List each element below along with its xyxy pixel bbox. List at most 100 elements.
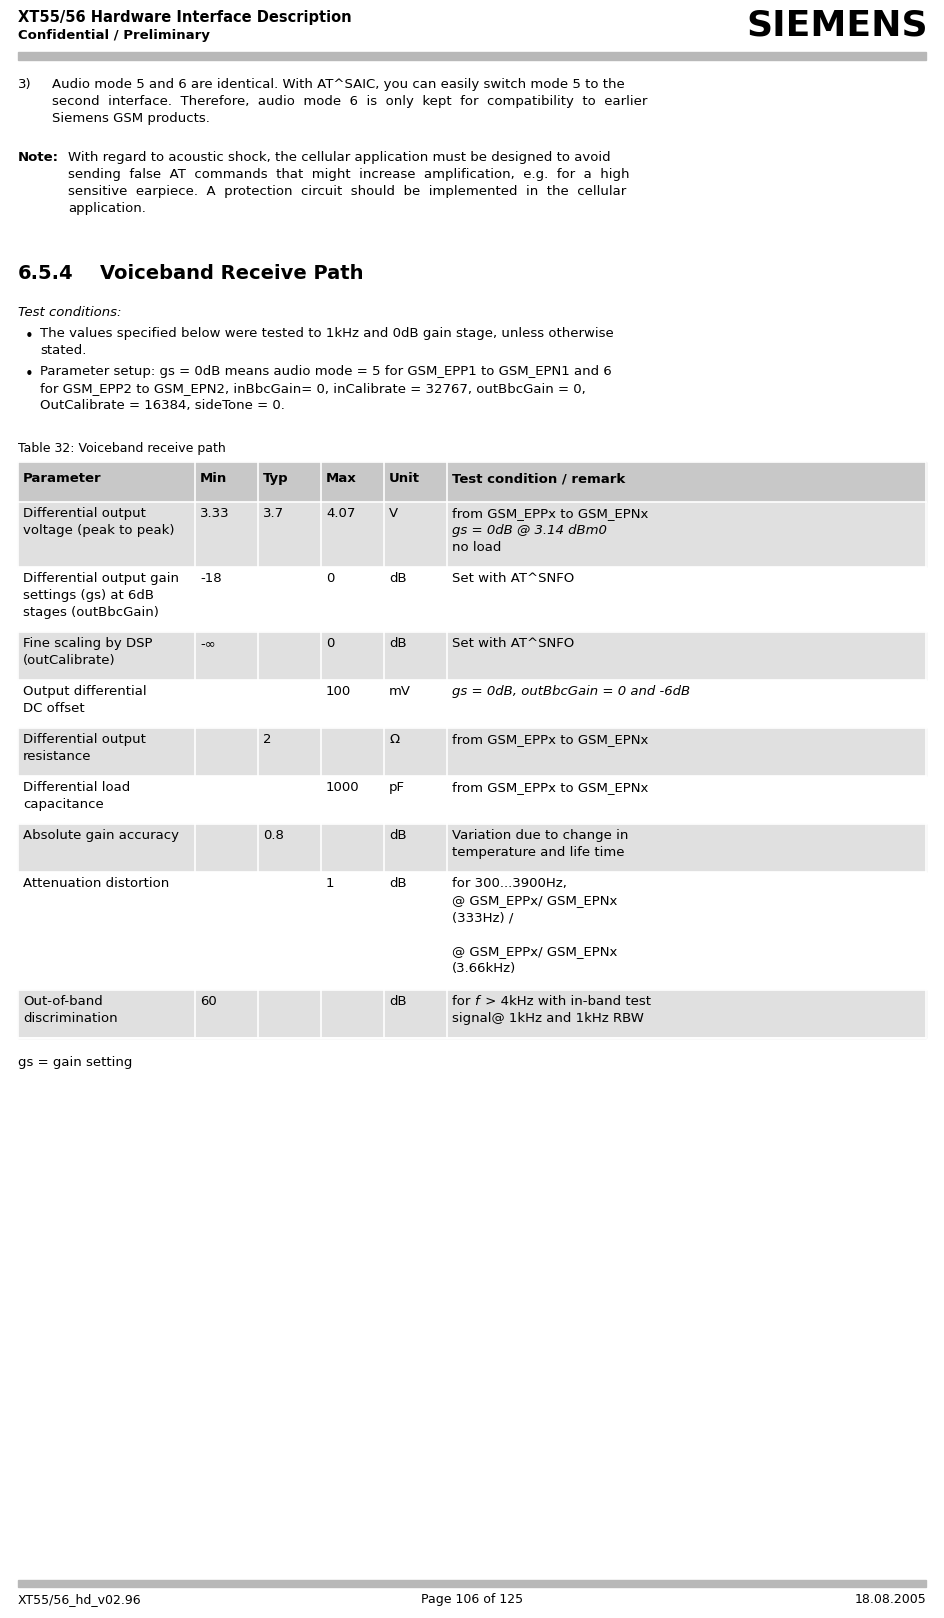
Text: Absolute gain accuracy: Absolute gain accuracy [23, 828, 179, 841]
Text: XT55/56 Hardware Interface Description: XT55/56 Hardware Interface Description [18, 10, 351, 24]
Text: 2: 2 [263, 733, 272, 746]
Text: from GSM_EPPx to GSM_EPNx: from GSM_EPPx to GSM_EPNx [452, 506, 649, 519]
Text: Max: Max [326, 472, 357, 485]
Bar [18, 52, 926, 60]
Text: signal@ 1kHz and 1kHz RBW: signal@ 1kHz and 1kHz RBW [452, 1011, 644, 1024]
Text: Audio mode 5 and 6 are identical. With AT^SAIC, you can easily switch mode 5 to : Audio mode 5 and 6 are identical. With A… [52, 78, 625, 91]
Text: Set with AT^SNFO: Set with AT^SNFO [452, 573, 574, 586]
Text: stated.: stated. [40, 345, 86, 358]
Bar [18, 728, 926, 777]
Text: from GSM_EPPx to GSM_EPNx: from GSM_EPPx to GSM_EPNx [452, 781, 649, 794]
Bar [18, 502, 926, 566]
Text: •: • [25, 328, 34, 345]
Text: dB: dB [389, 637, 407, 650]
Text: resistance: resistance [23, 751, 92, 764]
Text: gs = 0dB @ 3.14 dBm0: gs = 0dB @ 3.14 dBm0 [452, 524, 607, 537]
Text: Output differential: Output differential [23, 684, 146, 697]
Text: Note:: Note: [18, 150, 59, 163]
Text: for 300...3900Hz,: for 300...3900Hz, [452, 877, 567, 890]
Text: mV: mV [389, 684, 411, 697]
Text: 0.8: 0.8 [263, 828, 284, 841]
Text: no load: no load [452, 540, 501, 553]
Text: capacitance: capacitance [23, 798, 104, 811]
Text: Fine scaling by DSP: Fine scaling by DSP [23, 637, 153, 650]
Text: Out-of-band: Out-of-band [23, 995, 103, 1008]
Text: 3): 3) [18, 78, 32, 91]
Text: second  interface.  Therefore,  audio  mode  6  is  only  kept  for  compatibili: second interface. Therefore, audio mode … [52, 95, 648, 108]
Text: dB: dB [389, 877, 407, 890]
Text: Typ: Typ [263, 472, 289, 485]
Text: DC offset: DC offset [23, 702, 85, 715]
Text: Differential output: Differential output [23, 733, 146, 746]
Text: 60: 60 [200, 995, 217, 1008]
Text: 6.5.4: 6.5.4 [18, 264, 74, 283]
Text: Unit: Unit [389, 472, 420, 485]
Text: The values specified below were tested to 1kHz and 0dB gain stage, unless otherw: The values specified below were tested t… [40, 327, 614, 340]
Text: •: • [25, 367, 34, 382]
Text: @ GSM_EPPx/ GSM_EPNx: @ GSM_EPPx/ GSM_EPNx [452, 895, 617, 908]
Text: Page 106 of 125: Page 106 of 125 [421, 1594, 523, 1607]
Bar [18, 633, 926, 680]
Text: settings (gs) at 6dB: settings (gs) at 6dB [23, 589, 154, 602]
Text: application.: application. [68, 202, 146, 215]
Text: Test conditions:: Test conditions: [18, 306, 122, 319]
Text: 4.07: 4.07 [326, 506, 355, 519]
Text: SIEMENS: SIEMENS [747, 8, 928, 42]
Text: Test condition / remark: Test condition / remark [452, 472, 625, 485]
Text: Variation due to change in: Variation due to change in [452, 828, 629, 841]
Text: Parameter: Parameter [23, 472, 102, 485]
Text: dB: dB [389, 995, 407, 1008]
Text: V: V [389, 506, 398, 519]
Text: Min: Min [200, 472, 228, 485]
Text: -∞: -∞ [200, 637, 216, 650]
Text: sending  false  AT  commands  that  might  increase  amplification,  e.g.  for  : sending false AT commands that might inc… [68, 168, 630, 181]
Text: 0: 0 [326, 637, 334, 650]
Bar [18, 990, 926, 1039]
Text: Differential output: Differential output [23, 506, 146, 519]
Bar [18, 680, 926, 728]
Text: dB: dB [389, 828, 407, 841]
Text: Siemens GSM products.: Siemens GSM products. [52, 112, 210, 125]
Bar [18, 463, 926, 502]
Text: 0: 0 [326, 573, 334, 586]
Text: (3.66kHz): (3.66kHz) [452, 963, 516, 976]
Text: > 4kHz with in-band test: > 4kHz with in-band test [481, 995, 651, 1008]
Bar [18, 824, 926, 872]
Text: Table 32: Voiceband receive path: Table 32: Voiceband receive path [18, 442, 226, 455]
Text: discrimination: discrimination [23, 1011, 118, 1024]
Text: With regard to acoustic shock, the cellular application must be designed to avoi: With regard to acoustic shock, the cellu… [68, 150, 611, 163]
Text: stages (outBbcGain): stages (outBbcGain) [23, 607, 159, 620]
Text: Ω: Ω [389, 733, 399, 746]
Text: from GSM_EPPx to GSM_EPNx: from GSM_EPPx to GSM_EPNx [452, 733, 649, 746]
Text: gs = 0dB, outBbcGain = 0 and -6dB: gs = 0dB, outBbcGain = 0 and -6dB [452, 684, 690, 697]
Text: 1000: 1000 [326, 781, 360, 794]
Text: Differential load: Differential load [23, 781, 130, 794]
Text: Attenuation distortion: Attenuation distortion [23, 877, 169, 890]
Text: Differential output gain: Differential output gain [23, 573, 179, 586]
Text: temperature and life time: temperature and life time [452, 846, 625, 859]
Text: 3.33: 3.33 [200, 506, 229, 519]
Text: Parameter setup: gs = 0dB means audio mode = 5 for GSM_EPP1 to GSM_EPN1 and 6: Parameter setup: gs = 0dB means audio mo… [40, 366, 612, 379]
Text: Confidential / Preliminary: Confidential / Preliminary [18, 29, 210, 42]
Text: XT55/56_hd_v02.96: XT55/56_hd_v02.96 [18, 1594, 142, 1607]
Text: (333Hz) /: (333Hz) / [452, 911, 514, 924]
Text: dB: dB [389, 573, 407, 586]
Text: 100: 100 [326, 684, 351, 697]
Text: for GSM_EPP2 to GSM_EPN2, inBbcGain= 0, inCalibrate = 32767, outBbcGain = 0,: for GSM_EPP2 to GSM_EPN2, inBbcGain= 0, … [40, 382, 585, 395]
Bar [18, 872, 926, 990]
Bar [18, 1581, 926, 1587]
Bar [18, 463, 926, 1039]
Text: 18.08.2005: 18.08.2005 [854, 1594, 926, 1607]
Text: sensitive  earpiece.  A  protection  circuit  should  be  implemented  in  the  : sensitive earpiece. A protection circuit… [68, 184, 626, 197]
Text: Set with AT^SNFO: Set with AT^SNFO [452, 637, 574, 650]
Text: (outCalibrate): (outCalibrate) [23, 654, 115, 667]
Text: pF: pF [389, 781, 405, 794]
Text: OutCalibrate = 16384, sideTone = 0.: OutCalibrate = 16384, sideTone = 0. [40, 400, 285, 413]
Text: Voiceband Receive Path: Voiceband Receive Path [100, 264, 363, 283]
Text: for: for [452, 995, 475, 1008]
Text: 1: 1 [326, 877, 334, 890]
Text: gs = gain setting: gs = gain setting [18, 1057, 132, 1069]
Bar [18, 566, 926, 633]
Bar [18, 777, 926, 824]
Text: f: f [474, 995, 479, 1008]
